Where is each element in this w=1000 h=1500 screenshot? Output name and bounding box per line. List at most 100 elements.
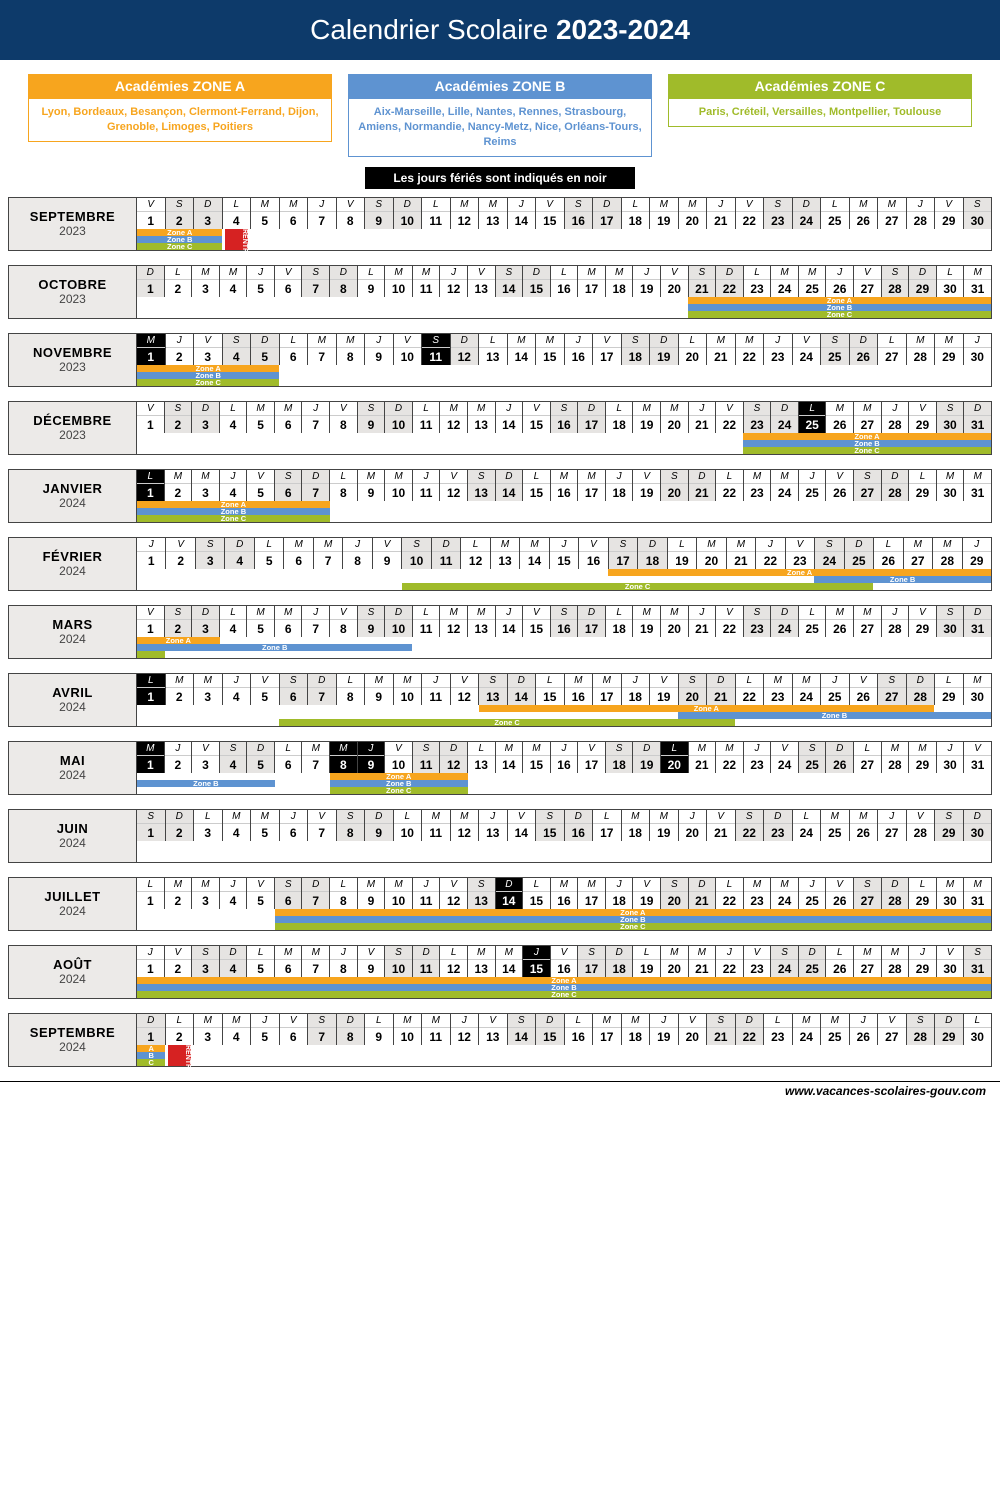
day-number: 9 [358, 416, 385, 433]
zone-head: Académies ZONE A [28, 74, 332, 98]
day-cell: S1 [137, 810, 166, 841]
dow-letter: L [165, 266, 192, 280]
dow-letter: M [771, 266, 798, 280]
dow-letter: V [633, 878, 660, 892]
dow-letter: M [479, 198, 507, 212]
dow-letter: D [385, 402, 412, 416]
day-number: 28 [907, 348, 935, 365]
day-number: 13 [468, 960, 495, 977]
day-cell: J28 [907, 198, 936, 229]
day-cell: V15 [523, 402, 551, 433]
day-cell: S11 [413, 742, 441, 773]
day-number: 15 [550, 552, 578, 569]
day-number: 21 [689, 280, 716, 297]
day-cell: D19 [633, 742, 661, 773]
day-cell: J27 [878, 810, 907, 841]
dow-letter: M [422, 1014, 450, 1028]
day-number: 26 [826, 892, 853, 909]
day-number: 6 [284, 552, 312, 569]
day-number: 28 [882, 892, 909, 909]
dow-letter: J [280, 810, 308, 824]
day-number: 24 [771, 416, 798, 433]
day-number: 8 [337, 212, 365, 229]
day-number: 1 [137, 484, 164, 501]
day-cell: J16 [551, 742, 579, 773]
zone-strip-b: B [137, 1052, 165, 1059]
day-cell: J4 [220, 878, 248, 909]
day-number: 24 [771, 620, 798, 637]
day-number: 13 [468, 620, 495, 637]
day-cell: S20 [661, 470, 689, 501]
dow-letter: M [593, 1014, 621, 1028]
day-number: 6 [275, 620, 302, 637]
dow-letter: M [385, 266, 412, 280]
dow-letter: J [689, 402, 716, 416]
month-label: FÉVRIER2024 [9, 538, 137, 590]
day-number: 28 [882, 280, 909, 297]
day-cell: S8 [337, 810, 366, 841]
day-number: 8 [330, 416, 357, 433]
dow-letter: J [826, 266, 853, 280]
dow-letter: M [496, 742, 523, 756]
zone-strips: Zone AZone BZone C [137, 297, 991, 318]
dow-letter: S [468, 878, 495, 892]
dow-letter: L [716, 878, 743, 892]
dow-letter: S [358, 402, 385, 416]
dow-letter: V [771, 742, 798, 756]
day-cell: S10 [402, 538, 431, 569]
day-cell: M26 [850, 810, 879, 841]
dow-letter: S [882, 266, 909, 280]
day-number: 8 [330, 756, 357, 773]
day-number: 26 [826, 484, 853, 501]
day-cell: V8 [330, 402, 358, 433]
day-number: 30 [937, 620, 964, 637]
day-number: 30 [937, 756, 964, 773]
day-cell: D11 [413, 946, 441, 977]
zones-legend: Académies ZONE ALyon, Bordeaux, Besançon… [0, 60, 1000, 163]
dow-letter: D [882, 470, 909, 484]
dow-letter: S [358, 606, 385, 620]
day-number: 11 [413, 960, 440, 977]
day-cell: V1 [137, 402, 165, 433]
day-cell: M25 [821, 1014, 850, 1045]
day-cell: M20 [661, 402, 689, 433]
dow-letter: S [964, 198, 992, 212]
day-number: 30 [964, 1028, 992, 1045]
day-number: 31 [964, 416, 991, 433]
day-cell: V15 [523, 606, 551, 637]
day-cell: D28 [907, 674, 936, 705]
day-number: 8 [337, 348, 365, 365]
rentree-marker: RENTRÉE [168, 1045, 191, 1066]
dow-letter: J [650, 1014, 678, 1028]
day-number: 28 [907, 1028, 935, 1045]
day-number: 7 [302, 892, 329, 909]
day-cell: S21 [707, 1014, 736, 1045]
day-number: 22 [736, 1028, 764, 1045]
day-number: 5 [247, 416, 274, 433]
dow-letter: J [565, 334, 593, 348]
day-cell: M22 [736, 334, 765, 365]
day-cell: M11 [413, 266, 441, 297]
feries-note: Les jours fériés sont indiqués en noir [0, 169, 1000, 187]
day-cell: D5 [247, 742, 275, 773]
dow-letter: D [451, 334, 479, 348]
dow-letter: J [508, 198, 536, 212]
day-number: 21 [689, 892, 716, 909]
zone-strip-label: Zone B [139, 372, 277, 379]
day-number: 3 [194, 1028, 222, 1045]
day-cell: M23 [744, 470, 772, 501]
dow-letter: S [744, 606, 771, 620]
dow-letter: M [606, 266, 633, 280]
day-number: 3 [196, 552, 224, 569]
zone-strip-a: Zone A [137, 637, 220, 644]
day-cell: J5 [251, 1014, 280, 1045]
dow-letter: M [223, 1014, 251, 1028]
day-number: 18 [606, 484, 633, 501]
dow-letter: D [394, 198, 422, 212]
dow-letter: D [365, 810, 393, 824]
dow-letter: L [440, 946, 467, 960]
dow-letter: D [716, 266, 743, 280]
day-cell: D7 [302, 470, 330, 501]
day-number: 17 [593, 212, 621, 229]
day-number: 20 [661, 280, 688, 297]
